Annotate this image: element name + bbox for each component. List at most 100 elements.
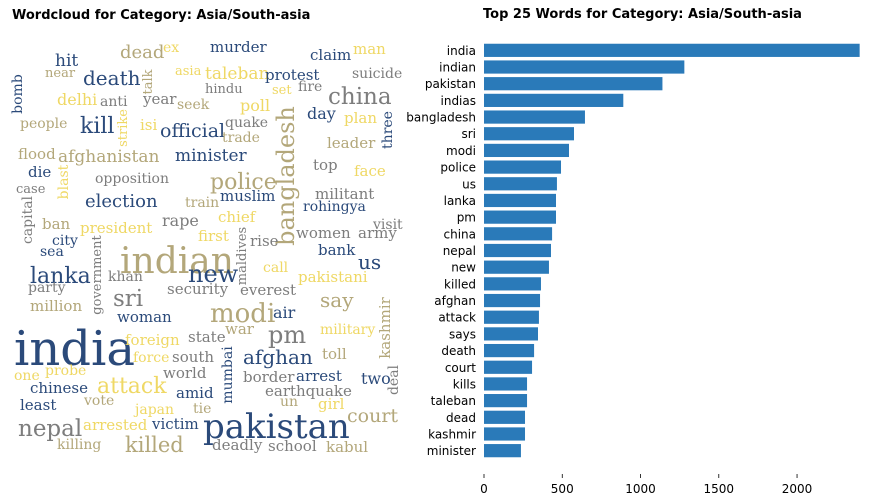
word: minister xyxy=(175,146,248,166)
y-tick-label: indian xyxy=(439,61,476,75)
word: man xyxy=(353,40,386,58)
word: afghanistan xyxy=(58,147,159,167)
y-tick-label: kills xyxy=(453,377,476,391)
word: quake xyxy=(225,115,268,131)
word: set xyxy=(272,83,292,98)
y-tick-label: us xyxy=(462,177,476,191)
word: japan xyxy=(133,402,174,418)
bar xyxy=(484,110,585,124)
word: foreign xyxy=(125,331,180,349)
word: deadly xyxy=(212,436,263,454)
word: school xyxy=(268,437,317,455)
y-tick-label: death xyxy=(441,344,476,358)
word: bank xyxy=(318,241,356,259)
word: woman xyxy=(117,308,172,326)
y-tick-label: new xyxy=(451,261,476,275)
word: bangladesh xyxy=(272,106,300,246)
y-tick-label: lanka xyxy=(444,194,476,208)
word: suicide xyxy=(352,66,402,82)
word: million xyxy=(30,297,82,315)
y-tick-label: china xyxy=(444,227,477,241)
word: near xyxy=(45,66,76,81)
word: force xyxy=(133,350,169,366)
y-tick-label: police xyxy=(440,161,476,175)
word: border xyxy=(243,368,295,386)
word: lanka xyxy=(30,264,91,289)
word: rohingya xyxy=(303,199,366,215)
word: say xyxy=(320,288,354,312)
word: poll xyxy=(240,96,270,115)
word: people xyxy=(20,116,67,132)
y-tick-label: minister xyxy=(427,444,476,458)
word: face xyxy=(354,162,386,180)
y-tick-label: says xyxy=(449,327,476,341)
word: rape xyxy=(162,211,199,230)
word: year xyxy=(142,90,177,108)
word: vote xyxy=(83,393,114,409)
word: kashmir xyxy=(376,296,394,358)
word: chief xyxy=(218,208,257,226)
word: least xyxy=(20,396,56,414)
y-tick-label: modi xyxy=(446,144,476,158)
word: talk xyxy=(141,69,156,94)
bar xyxy=(484,210,556,224)
word: killing xyxy=(57,437,101,453)
word: blast xyxy=(56,164,72,199)
word: asia xyxy=(175,64,202,79)
y-tick-label: afghan xyxy=(434,294,476,308)
bar xyxy=(484,377,528,391)
bar xyxy=(484,444,521,458)
word: world xyxy=(163,364,207,382)
word: ban xyxy=(42,215,71,233)
word: leader xyxy=(327,134,376,152)
word: trade xyxy=(222,130,260,146)
y-tick-label: pm xyxy=(457,211,476,225)
y-tick-label: killed xyxy=(444,277,476,291)
word: kabul xyxy=(326,438,368,456)
word: official xyxy=(160,120,225,142)
word: probe xyxy=(45,363,86,379)
word: dead xyxy=(120,42,164,63)
word: pakistan xyxy=(203,407,350,447)
word: rise xyxy=(250,232,279,250)
bar xyxy=(484,410,526,424)
word: flood xyxy=(18,145,56,163)
word: government xyxy=(90,235,105,315)
bar xyxy=(484,193,556,208)
bar xyxy=(484,343,535,358)
bar xyxy=(484,293,541,308)
word: arrested xyxy=(83,416,148,434)
word: kill xyxy=(80,114,114,139)
word: opposition xyxy=(95,171,169,187)
bar xyxy=(484,43,860,57)
bar xyxy=(484,60,685,74)
y-tick-label: kashmir xyxy=(428,427,476,441)
x-tick-label: 0 xyxy=(480,482,488,496)
word: military xyxy=(320,322,375,338)
word: khan xyxy=(108,269,143,285)
word: un xyxy=(280,394,298,410)
bar-chart-title: Top 25 Words for Category: Asia/South-as… xyxy=(483,7,802,22)
word: die xyxy=(28,163,51,181)
word: killed xyxy=(125,433,184,457)
word: sri xyxy=(113,286,143,312)
x-tick-label: 1500 xyxy=(704,482,735,496)
word: bomb xyxy=(10,74,26,114)
y-tick-label: bangladesh xyxy=(406,111,476,125)
word: afghan xyxy=(243,345,313,369)
word: earthquake xyxy=(265,382,352,400)
word: election xyxy=(85,191,158,212)
word: first xyxy=(198,227,229,245)
word: deal xyxy=(386,364,402,395)
word: nepal xyxy=(18,416,82,442)
word: air xyxy=(273,303,296,322)
word: hit xyxy=(55,51,78,71)
word: hindu xyxy=(205,82,243,97)
bar xyxy=(484,160,562,174)
word: women xyxy=(296,224,351,242)
y-tick-label: sri xyxy=(461,127,476,141)
word: isi xyxy=(140,116,157,134)
word: anti xyxy=(100,94,128,110)
bar xyxy=(484,227,553,241)
word: capital xyxy=(20,195,36,244)
